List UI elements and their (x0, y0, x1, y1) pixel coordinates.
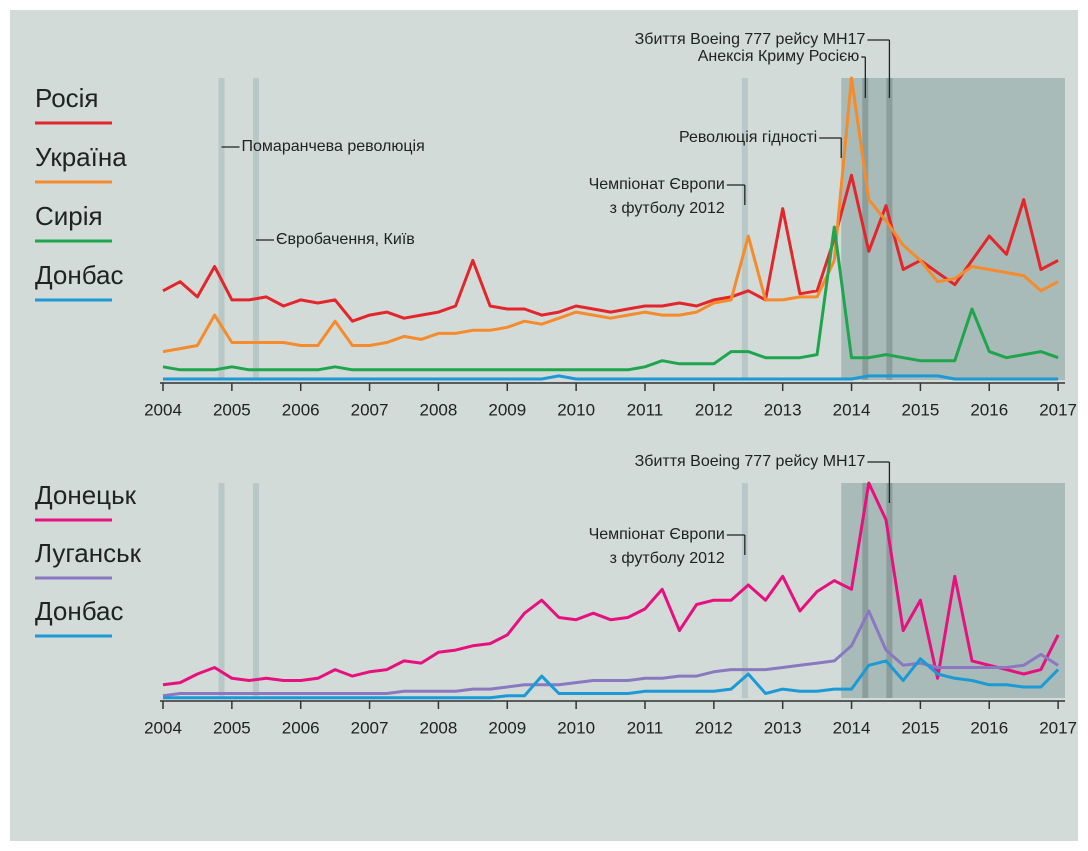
series-line (162, 173, 1059, 323)
x-tick-label: 2005 (213, 718, 251, 737)
annotation: Революція гідності (679, 129, 817, 146)
x-tick-label: 2014 (833, 718, 871, 737)
legend-label: Донбас (35, 596, 123, 626)
legend-label: Сирія (35, 201, 103, 231)
x-tick-label: 2009 (488, 718, 526, 737)
x-tick-label: 2012 (695, 400, 733, 419)
annotation: з футболу 2012 (610, 200, 725, 217)
x-tick-label: 2013 (764, 400, 802, 419)
annotation: Анексія Криму Росією (698, 48, 860, 65)
event-band (862, 78, 869, 380)
event-band (862, 483, 869, 698)
x-tick-label: 2016 (970, 718, 1008, 737)
x-tick-label: 2010 (557, 718, 595, 737)
x-tick-label: 2014 (833, 400, 871, 419)
series-line (163, 657, 1060, 700)
annotation: Чемпіонат Європи (589, 526, 725, 543)
x-tick-label: 2010 (557, 400, 595, 419)
series-line (163, 374, 1059, 381)
x-tick-label: 2016 (970, 400, 1008, 419)
legend-label: Україна (35, 142, 127, 172)
x-tick-label: 2009 (488, 400, 526, 419)
event-band (252, 483, 259, 698)
event-band (741, 483, 748, 698)
event-band (741, 78, 748, 380)
annotation: Збиття Boeing 777 рейсу MH17 (635, 453, 866, 470)
x-tick-label: 2006 (282, 718, 320, 737)
x-tick-label: 2011 (627, 718, 664, 737)
x-tick-label: 2004 (144, 718, 182, 737)
series-line (162, 481, 1060, 687)
event-band (886, 483, 893, 698)
x-tick-label: 2004 (144, 400, 182, 419)
event-band (886, 78, 893, 380)
legend-label: Донецьк (35, 480, 137, 510)
x-tick-label: 2013 (764, 718, 802, 737)
x-tick-label: 2012 (695, 718, 733, 737)
x-tick-label: 2017 (1039, 718, 1077, 737)
annotation: Чемпіонат Європи (589, 176, 725, 193)
event-band (218, 483, 225, 698)
event-band (218, 78, 225, 380)
x-tick-label: 2006 (282, 400, 320, 419)
legend-label: Луганськ (35, 538, 142, 568)
x-tick-label: 2007 (351, 400, 389, 419)
series-line (162, 76, 1059, 354)
x-tick-label: 2007 (351, 718, 389, 737)
series-line (162, 609, 1059, 698)
x-tick-label: 2011 (627, 400, 664, 419)
x-tick-label: 2005 (213, 400, 251, 419)
annotation: Збиття Boeing 777 рейсу MH17 (635, 31, 866, 48)
legend-label: Донбас (35, 260, 123, 290)
annotation: Помаранчева революція (242, 138, 425, 155)
x-tick-label: 2008 (420, 400, 458, 419)
x-tick-label: 2008 (420, 718, 458, 737)
x-tick-label: 2017 (1039, 400, 1077, 419)
event-band (252, 78, 259, 380)
legend-label: Росія (35, 83, 99, 113)
series-line (162, 225, 1059, 372)
annotation: Євробачення, Київ (276, 231, 415, 248)
x-tick-label: 2015 (901, 400, 939, 419)
annotation: з футболу 2012 (610, 550, 725, 567)
x-tick-label: 2015 (901, 718, 939, 737)
